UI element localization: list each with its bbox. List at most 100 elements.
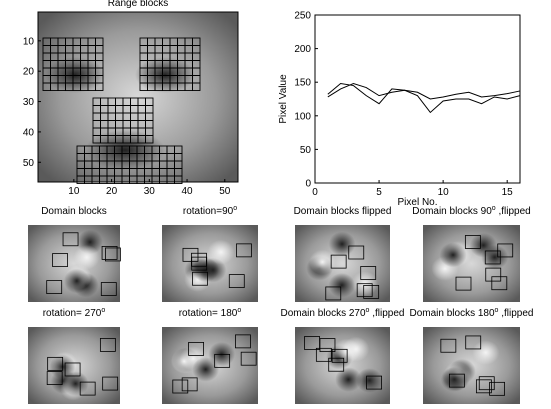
- domain-block: [236, 243, 252, 258]
- domain-block: [182, 247, 199, 262]
- image-shade: [73, 244, 100, 270]
- domain-block: [181, 377, 198, 392]
- y-tick-label: 50: [23, 158, 35, 169]
- domain-block: [304, 336, 320, 350]
- domain-block: [79, 381, 96, 396]
- domain-block: [325, 286, 342, 301]
- x-tick-label: 50: [219, 186, 231, 197]
- title-text: rotation=90: [183, 206, 234, 217]
- image-shade: [192, 357, 220, 382]
- domain-block: [478, 376, 495, 391]
- domain-block: [363, 285, 380, 299]
- y-tick-label: 100: [294, 111, 311, 122]
- title-superscript: o: [492, 205, 496, 212]
- domain-block: [366, 375, 383, 390]
- image-shade: [62, 371, 89, 396]
- title-text: rotation= 180: [179, 308, 238, 319]
- y-tick-label: 0: [305, 179, 311, 190]
- x-tick-label: 15: [502, 187, 514, 198]
- y-tick-label: 10: [23, 36, 35, 47]
- x-tick-label: 30: [144, 186, 156, 197]
- domain-block: [46, 371, 63, 385]
- domain-block: [64, 362, 81, 377]
- domain-block: [315, 347, 332, 362]
- domain-block: [192, 271, 208, 286]
- title-superscript: o: [237, 307, 241, 314]
- title-text: Domain blocks 90: [412, 206, 492, 217]
- panel-title: rotation= 180o: [179, 307, 242, 319]
- image-shade: [207, 239, 235, 265]
- x-axis-label: Pixel No.: [397, 197, 437, 208]
- domain-block: [497, 243, 514, 258]
- domain-block: [465, 335, 482, 350]
- image-shade: [45, 57, 105, 93]
- domain-block: [319, 338, 336, 352]
- range-block: [145, 135, 154, 144]
- domain-block: [489, 381, 505, 396]
- image-shade: [63, 268, 90, 294]
- title-text: ,flipped: [498, 308, 533, 319]
- domain-block: [52, 253, 68, 267]
- domain-block: [99, 337, 116, 352]
- panel-title: rotation=90o: [183, 205, 237, 217]
- domain-block: [328, 357, 345, 372]
- y-tick-label: 20: [23, 67, 35, 78]
- title-superscript: o: [366, 307, 370, 314]
- domain-block: [100, 282, 117, 296]
- domain-block: [348, 245, 365, 260]
- image-shade: [439, 242, 467, 268]
- title-text: Range blocks: [108, 0, 169, 9]
- image-shade: [135, 57, 195, 93]
- domain-block: [191, 256, 208, 271]
- image-shade: [342, 336, 370, 362]
- domain-block: [440, 338, 457, 353]
- title-text: ,flipped: [496, 206, 531, 217]
- domain-block: [356, 283, 373, 298]
- image-shade: [440, 367, 468, 392]
- domain-block: [172, 379, 189, 394]
- image-shade: [328, 231, 356, 257]
- domain-block: [235, 334, 251, 349]
- domain-block: [102, 376, 119, 391]
- title-superscript: o: [233, 205, 237, 212]
- panel-title: rotation= 270o: [43, 307, 106, 319]
- domain-block: [240, 351, 257, 366]
- axes-frame: [37, 11, 239, 183]
- domain-block: [464, 235, 481, 249]
- y-tick-label: 150: [294, 78, 311, 89]
- panel-title: Domain blocks 270o ,flipped: [281, 307, 405, 319]
- panel-title: Domain blocks: [41, 206, 107, 217]
- title-superscript: o: [101, 307, 105, 314]
- domain-block: [448, 373, 465, 388]
- x-tick-label: 5: [376, 187, 382, 198]
- domain-block: [188, 342, 205, 356]
- x-tick-label: 10: [438, 187, 450, 198]
- x-tick-label: 40: [181, 186, 193, 197]
- title-text: ,flipped: [369, 308, 404, 319]
- title-text: Domain blocks: [41, 206, 107, 217]
- image-shade: [328, 272, 356, 298]
- range-block: [174, 175, 183, 184]
- image-shade: [309, 249, 336, 275]
- domain-block: [105, 247, 121, 262]
- domain-block: [331, 348, 348, 363]
- y-tick-label: 50: [300, 145, 312, 156]
- domain-block: [475, 379, 492, 394]
- x-tick-label: 20: [106, 186, 118, 197]
- panel-title: Range blocks: [108, 0, 169, 9]
- domain-block: [62, 232, 79, 247]
- y-tick-label: 250: [294, 11, 311, 22]
- y-tick-label: 40: [23, 127, 35, 138]
- image-shade: [356, 368, 383, 393]
- domain-block: [360, 266, 377, 280]
- title-text: Domain blocks 180: [410, 308, 495, 319]
- y-tick-label: 200: [294, 44, 311, 55]
- image-shade: [472, 340, 500, 365]
- line-series: [327, 83, 521, 100]
- title-text: Domain blocks 270: [281, 308, 366, 319]
- panel-title: Domain blocks flipped: [294, 206, 392, 217]
- range-block: [192, 82, 201, 91]
- x-tick-label: 10: [68, 186, 80, 197]
- title-text: Domain blocks flipped: [294, 206, 392, 217]
